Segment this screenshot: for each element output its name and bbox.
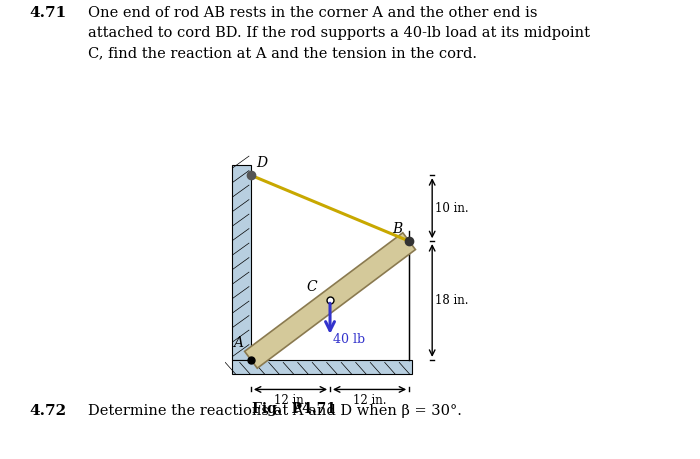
Text: 18 in.: 18 in. bbox=[435, 294, 469, 307]
Text: 40 lb: 40 lb bbox=[332, 333, 365, 347]
Text: A: A bbox=[233, 336, 243, 350]
Text: D: D bbox=[256, 156, 267, 170]
Polygon shape bbox=[244, 233, 415, 368]
Text: 4.71: 4.71 bbox=[29, 6, 66, 20]
Text: 10 in.: 10 in. bbox=[435, 202, 469, 215]
Text: C: C bbox=[307, 280, 317, 294]
Text: 12 in.: 12 in. bbox=[353, 394, 386, 407]
Text: Determine the reactions at A and D when β = 30°.: Determine the reactions at A and D when … bbox=[88, 404, 461, 418]
Text: One end of rod AB rests in the corner A and the other end is
attached to cord BD: One end of rod AB rests in the corner A … bbox=[88, 6, 589, 61]
Bar bbox=[232, 165, 251, 360]
Text: 4.72: 4.72 bbox=[29, 404, 66, 418]
Text: B: B bbox=[393, 222, 403, 236]
Text: 12 in.: 12 in. bbox=[274, 394, 307, 407]
Text: Fig.  P4.71: Fig. P4.71 bbox=[252, 402, 336, 416]
Bar bbox=[232, 360, 412, 374]
